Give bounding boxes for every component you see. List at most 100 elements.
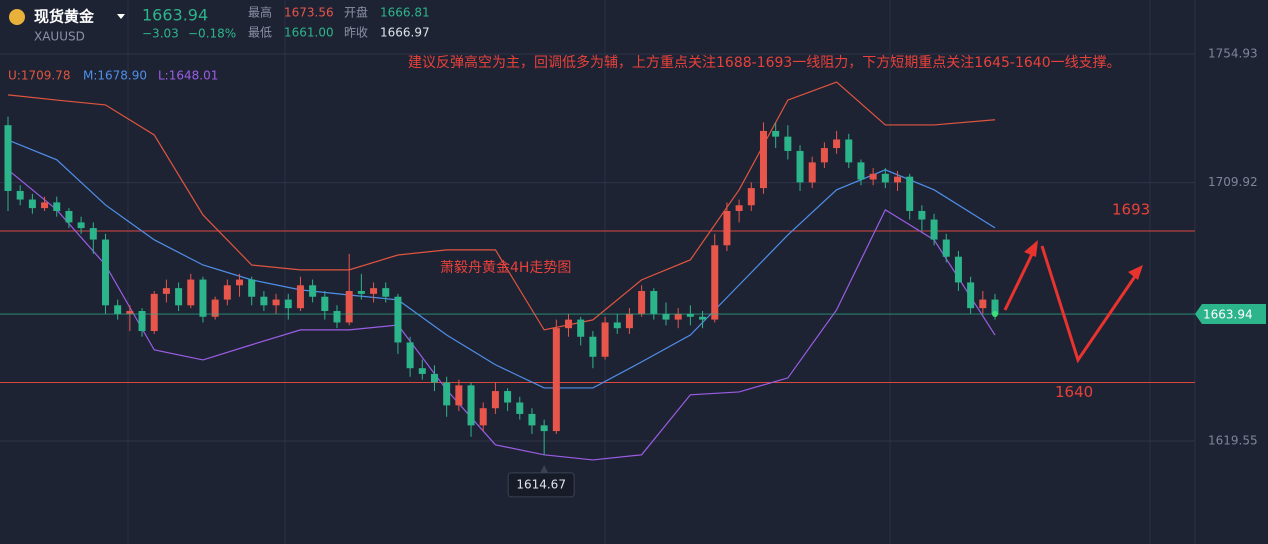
level-label: 1693 xyxy=(1112,200,1150,218)
candle-body xyxy=(540,425,548,432)
candle-body xyxy=(796,150,804,183)
arrow-head xyxy=(1024,240,1038,257)
candle-body xyxy=(321,296,329,312)
candle-body xyxy=(967,282,975,309)
candle-body xyxy=(345,291,353,323)
candle-body xyxy=(382,288,390,297)
candle-body xyxy=(260,296,268,306)
candle-body xyxy=(175,288,183,306)
high-value: 1673.56 xyxy=(284,6,334,20)
candle-body xyxy=(930,219,938,240)
candle-body xyxy=(759,130,767,189)
price-tag xyxy=(1195,304,1266,325)
level-label: 1640 xyxy=(1055,383,1093,401)
candle-body xyxy=(467,385,475,426)
candle-body xyxy=(126,311,134,314)
candle-body xyxy=(528,413,536,426)
candle-body xyxy=(808,162,816,183)
candle-body xyxy=(430,373,438,383)
candle-body xyxy=(881,173,889,183)
price-dot xyxy=(992,311,998,318)
candle-body xyxy=(101,239,109,306)
candle-body xyxy=(833,139,841,149)
candle-body xyxy=(150,293,158,332)
candle-body xyxy=(650,291,658,314)
candle-body xyxy=(991,299,999,315)
candle-body xyxy=(894,176,902,183)
candle-body xyxy=(577,319,585,337)
candle-body xyxy=(735,205,743,211)
price-tag-label: 1663.94 xyxy=(1203,308,1253,322)
candle-body xyxy=(479,408,487,426)
legend-entry: M:1678.90 xyxy=(83,69,147,83)
candle-body xyxy=(4,125,12,191)
candle-body xyxy=(601,322,609,357)
candle-body xyxy=(138,311,146,332)
candle-body xyxy=(16,190,24,200)
candle-body xyxy=(686,313,694,317)
candle-body xyxy=(211,299,219,317)
candle-body xyxy=(565,319,573,329)
candle-body xyxy=(723,210,731,246)
candle-body xyxy=(869,173,877,180)
low-label: 最低 xyxy=(248,26,272,40)
candle-body xyxy=(162,288,170,294)
instrument-name[interactable]: 现货黄金 xyxy=(34,8,95,26)
forecast-arrows xyxy=(1003,245,1140,364)
chart-title: 萧毅舟黄金4H走势图 xyxy=(440,259,571,276)
candle-body xyxy=(674,313,682,320)
vertical-grid xyxy=(127,0,1196,544)
candle-body xyxy=(333,311,341,323)
y-tick-label: 1619.55 xyxy=(1208,433,1258,447)
candle-body xyxy=(784,136,792,151)
candle-body xyxy=(370,288,378,294)
annotation: 建议反弹高空为主，回调低多为辅，上方重点关注1688-1693一线阻力，下方短期… xyxy=(408,54,1121,71)
candle-body xyxy=(248,279,256,297)
gold-icon xyxy=(9,9,25,25)
candle-body xyxy=(41,202,49,209)
candle-body xyxy=(284,299,292,309)
candle-body xyxy=(699,316,707,320)
candle-body xyxy=(906,176,914,211)
candle-body xyxy=(504,391,512,403)
low-value: 1661.00 xyxy=(284,26,334,40)
legend-entry: U:1709.78 xyxy=(8,69,70,83)
candle-body xyxy=(918,210,926,220)
candle-body xyxy=(711,245,719,320)
candle-body xyxy=(28,199,36,209)
candle-body xyxy=(516,402,524,414)
candle-body xyxy=(187,279,195,306)
band-line xyxy=(7,169,996,461)
candle-body xyxy=(662,313,670,320)
dropdown-arrow[interactable] xyxy=(117,14,125,19)
y-tick-label: 1709.92 xyxy=(1208,175,1258,189)
legend-entry: L:1648.01 xyxy=(158,69,218,83)
candle-body xyxy=(114,305,122,314)
change-pct: −0.18% xyxy=(188,27,236,41)
candle-body xyxy=(223,285,231,300)
prev-value: 1666.97 xyxy=(380,26,430,40)
band-line xyxy=(7,81,996,331)
candle-body xyxy=(455,385,463,406)
open-label: 开盘 xyxy=(344,5,368,20)
last-price: 1663.94 xyxy=(142,6,208,25)
candle-body xyxy=(309,285,317,297)
high-label: 最高 xyxy=(248,5,272,20)
candle-body xyxy=(820,148,828,163)
candle-body xyxy=(638,291,646,314)
candle-body xyxy=(77,222,85,229)
band-line xyxy=(7,139,996,389)
candle-body xyxy=(296,285,304,309)
candle-body xyxy=(406,342,414,369)
low-callout-pointer xyxy=(540,464,549,473)
candle-body xyxy=(954,256,962,283)
symbol: XAUUSD xyxy=(34,30,85,44)
candle-body xyxy=(65,210,73,223)
candle-body xyxy=(89,228,97,240)
candle-body xyxy=(589,336,597,357)
candle-body xyxy=(394,296,402,343)
candle-body xyxy=(443,382,451,406)
candle-body xyxy=(772,130,780,137)
candle-body xyxy=(236,279,244,286)
